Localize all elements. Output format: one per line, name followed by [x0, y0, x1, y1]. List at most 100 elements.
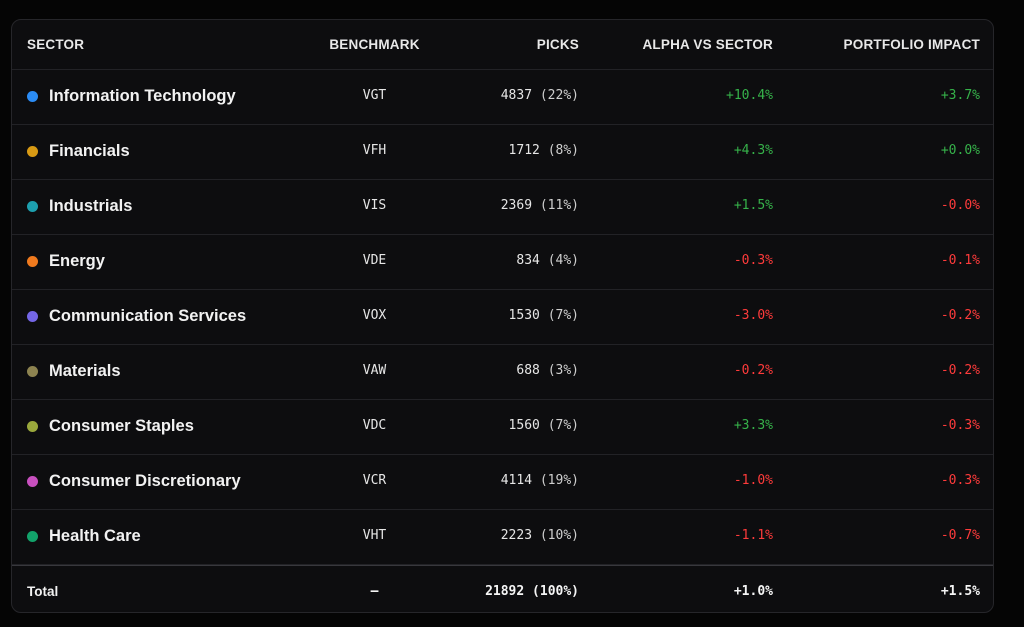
total-benchmark: –: [370, 584, 379, 599]
sector-cell: Health Care: [27, 527, 141, 546]
alpha-cell: +1.5%: [733, 198, 773, 213]
picks-percent: (10%): [539, 528, 579, 543]
sector-cell: Energy: [27, 252, 105, 271]
impact-cell: +0.0%: [940, 143, 980, 158]
picks-cell: 1712 (8%): [509, 143, 579, 158]
sector-table: SECTOR BENCHMARK PICKS ALPHA VS SECTOR P…: [11, 19, 994, 613]
sector-color-dot: [27, 366, 38, 377]
total-label: Total: [27, 584, 59, 599]
impact-cell: -0.2%: [940, 308, 980, 323]
sector-cell: Communication Services: [27, 307, 246, 326]
impact-cell: -0.3%: [940, 473, 980, 488]
alpha-cell: +4.3%: [733, 143, 773, 158]
picks-cell: 1530 (7%): [509, 308, 579, 323]
picks-percent: (8%): [547, 143, 579, 158]
picks-count: 2223: [500, 528, 533, 543]
sector-cell: Consumer Staples: [27, 417, 194, 436]
table-row[interactable]: Materials VAW 688 (3%) -0.2% -0.2%: [12, 345, 993, 400]
sector-name: Communication Services: [49, 307, 247, 325]
picks-count: 1560: [508, 418, 540, 433]
total-row: Total – 21892 (100%) +1.0% +1.5%: [12, 565, 993, 612]
picks-count: 688: [516, 363, 540, 378]
benchmark-cell: VAW: [362, 363, 387, 378]
total-picks: 21892 (100%): [485, 584, 579, 599]
sector-color-dot: [27, 421, 38, 432]
table-header: SECTOR BENCHMARK PICKS ALPHA VS SECTOR P…: [12, 20, 993, 70]
total-impact: +1.5%: [940, 584, 980, 599]
benchmark-cell: VDE: [362, 253, 387, 268]
impact-cell: -0.3%: [940, 418, 980, 433]
alpha-cell: +3.3%: [733, 418, 773, 433]
picks-percent: (7%): [547, 308, 579, 323]
benchmark-cell: VDC: [362, 418, 387, 433]
picks-count: 2369: [500, 198, 533, 213]
table-row[interactable]: Communication Services VOX 1530 (7%) -3.0% -…: [12, 290, 993, 345]
picks-percent: (11%): [539, 198, 579, 213]
picks-count: 1712: [508, 143, 540, 158]
picks-cell: 2369 (11%): [501, 198, 579, 213]
table-row[interactable]: Financials VFH 1712 (8%) +4.3% +0.0%: [12, 125, 993, 180]
header-benchmark[interactable]: BENCHMARK: [329, 37, 420, 52]
picks-percent: (3%): [547, 363, 579, 378]
sector-cell: Consumer Discretionary: [27, 472, 241, 491]
sector-color-dot: [27, 91, 38, 102]
picks-percent: (22%): [539, 88, 579, 103]
impact-cell: -0.1%: [940, 253, 980, 268]
impact-cell: -0.0%: [940, 198, 980, 213]
header-picks[interactable]: PICKS: [536, 37, 579, 52]
sector-color-dot: [27, 531, 38, 542]
picks-percent: (19%): [539, 473, 579, 488]
alpha-cell: -1.0%: [733, 473, 773, 488]
sector-name: Energy: [49, 252, 105, 270]
header-sector[interactable]: SECTOR: [27, 37, 85, 52]
picks-count: 4114: [500, 473, 533, 488]
benchmark-cell: VHT: [362, 528, 387, 543]
sector-cell: Information Technology: [27, 87, 236, 106]
picks-cell: 4837 (22%): [501, 88, 579, 103]
sector-name: Consumer Discretionary: [49, 472, 241, 490]
sector-color-dot: [27, 146, 38, 157]
alpha-cell: -1.1%: [733, 528, 773, 543]
picks-percent: (4%): [547, 253, 579, 268]
picks-cell: 1560 (7%): [509, 418, 579, 433]
picks-cell: 2223 (10%): [501, 528, 579, 543]
picks-percent: (7%): [547, 418, 579, 433]
sector-color-dot: [27, 476, 38, 487]
picks-cell: 834 (4%): [516, 253, 579, 268]
impact-cell: -0.2%: [940, 363, 980, 378]
benchmark-cell: VFH: [362, 143, 387, 158]
picks-cell: 688 (3%): [516, 363, 579, 378]
picks-cell: 4114 (19%): [501, 473, 579, 488]
sector-cell: Materials: [27, 362, 121, 381]
picks-count: 1530: [508, 308, 540, 323]
impact-cell: +3.7%: [940, 88, 980, 103]
table-row[interactable]: Consumer Staples VDC 1560 (7%) +3.3% -0.3%: [12, 400, 993, 455]
table-row[interactable]: Energy VDE 834 (4%) -0.3% -0.1%: [12, 235, 993, 290]
header-portfolio-impact[interactable]: PORTFOLIO IMPACT: [843, 37, 980, 52]
table-row[interactable]: Industrials VIS 2369 (11%) +1.5% -0.0%: [12, 180, 993, 235]
sector-name: Information Technology: [49, 87, 236, 105]
sector-color-dot: [27, 201, 38, 212]
header-alpha-vs-sector[interactable]: ALPHA VS SECTOR: [642, 37, 773, 52]
impact-cell: -0.7%: [940, 528, 980, 543]
benchmark-cell: VOX: [362, 308, 387, 323]
benchmark-cell: VIS: [362, 198, 387, 213]
picks-count: 4837: [500, 88, 533, 103]
sector-name: Health Care: [49, 527, 141, 545]
sector-name: Financials: [49, 142, 130, 160]
sector-name: Materials: [49, 362, 121, 380]
benchmark-cell: VGT: [362, 88, 387, 103]
alpha-cell: +10.4%: [726, 88, 773, 103]
sector-color-dot: [27, 311, 38, 322]
alpha-cell: -0.2%: [733, 363, 773, 378]
total-alpha: +1.0%: [733, 584, 773, 599]
table-row[interactable]: Health Care VHT 2223 (10%) -1.1% -0.7%: [12, 510, 993, 565]
benchmark-cell: VCR: [362, 473, 387, 488]
alpha-cell: -0.3%: [733, 253, 773, 268]
sector-cell: Financials: [27, 142, 130, 161]
sector-cell: Industrials: [27, 197, 132, 216]
sector-color-dot: [27, 256, 38, 267]
table-row[interactable]: Consumer Discretionary VCR 4114 (19%) -1.0%…: [12, 455, 993, 510]
sector-name: Consumer Staples: [49, 417, 194, 435]
table-row[interactable]: Information Technology VGT 4837 (22%) +10.4…: [12, 70, 993, 125]
